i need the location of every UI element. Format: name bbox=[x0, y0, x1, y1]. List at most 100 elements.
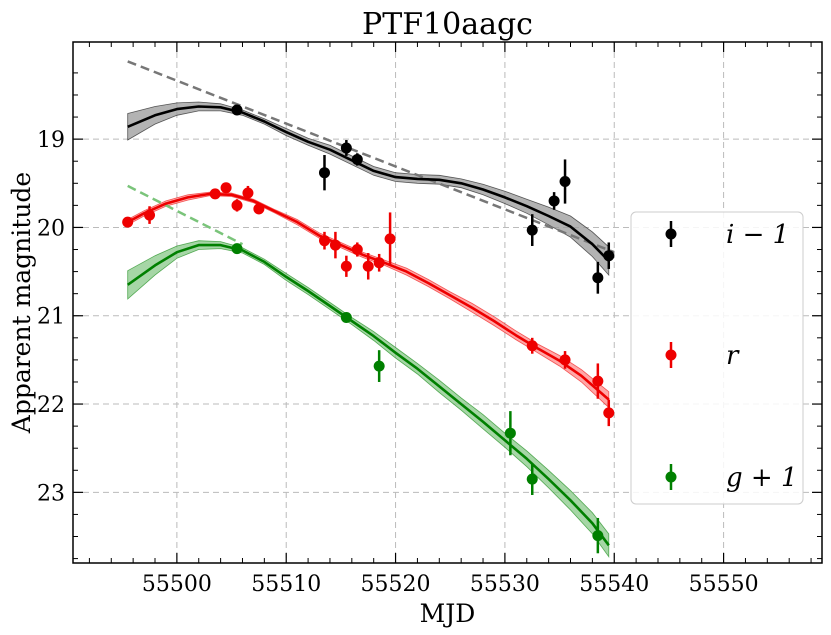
y-tick-label: 19 bbox=[37, 128, 65, 153]
data-point-i-1 bbox=[351, 153, 363, 166]
data-point-g-1 bbox=[526, 463, 538, 496]
marker bbox=[209, 188, 221, 200]
marker bbox=[351, 153, 363, 165]
data-point-g-1 bbox=[231, 243, 243, 255]
marker bbox=[253, 203, 265, 215]
marker bbox=[340, 142, 352, 154]
marker bbox=[318, 167, 330, 179]
data-point-g-1 bbox=[592, 517, 604, 554]
marker bbox=[231, 243, 243, 255]
fit-curves bbox=[126, 105, 610, 547]
marker bbox=[373, 257, 385, 269]
legend-entry-i-1: i − 1 bbox=[665, 220, 789, 250]
data-point-r bbox=[373, 253, 385, 272]
marker bbox=[384, 233, 396, 245]
marker bbox=[373, 360, 385, 372]
data-point-r bbox=[318, 231, 330, 250]
data-point-i-1 bbox=[559, 159, 571, 204]
legend-label: i − 1 bbox=[726, 220, 789, 250]
data-point-r bbox=[351, 242, 363, 257]
marker bbox=[526, 473, 538, 485]
data-point-r bbox=[559, 351, 571, 369]
marker bbox=[504, 427, 516, 439]
marker bbox=[122, 216, 134, 228]
fit-curve-r bbox=[127, 192, 610, 401]
x-tick-label: 55530 bbox=[470, 572, 540, 597]
data-point-r bbox=[209, 188, 221, 200]
data-point-i-1 bbox=[548, 192, 560, 210]
data-point-g-1 bbox=[373, 350, 385, 382]
band-r bbox=[127, 191, 610, 409]
marker bbox=[592, 530, 604, 542]
data-point-g-1 bbox=[504, 411, 516, 456]
marker bbox=[559, 354, 571, 366]
y-tick-label: 22 bbox=[37, 393, 65, 418]
x-tick-label: 55510 bbox=[251, 572, 321, 597]
x-tick-label: 55540 bbox=[579, 572, 649, 597]
data-point-r bbox=[231, 199, 243, 212]
chart-title: PTF10aagc bbox=[362, 7, 533, 42]
fit-curve-i-1 bbox=[127, 105, 610, 262]
marker bbox=[548, 195, 560, 207]
plot-frame bbox=[72, 41, 823, 564]
fit-curve-g-1 bbox=[126, 243, 610, 547]
x-tick-label: 55550 bbox=[689, 572, 759, 597]
marker bbox=[592, 272, 604, 284]
dashed-line-i-1 bbox=[127, 60, 615, 254]
data-point-i-1 bbox=[318, 155, 330, 191]
legend-label: g + 1 bbox=[726, 463, 798, 493]
marker bbox=[362, 260, 374, 272]
marker bbox=[340, 312, 352, 324]
band-g-1 bbox=[127, 240, 610, 559]
marker bbox=[340, 260, 352, 272]
data-point-i-1 bbox=[603, 242, 615, 269]
data-point-r bbox=[144, 206, 156, 224]
x-tick-label: 55520 bbox=[361, 572, 431, 597]
marker bbox=[231, 199, 243, 211]
data-point-i-1 bbox=[231, 104, 243, 116]
legend: i − 1 r g + 1 bbox=[630, 211, 804, 505]
y-axis-label: Apparent magnitude bbox=[7, 172, 36, 434]
y-tick-label: 21 bbox=[37, 305, 65, 330]
legend-box bbox=[630, 211, 804, 505]
data-point-r bbox=[526, 337, 538, 354]
data-point-r bbox=[340, 255, 352, 277]
x-tick-label: 55500 bbox=[142, 572, 212, 597]
marker bbox=[220, 182, 232, 194]
data-point-r bbox=[329, 231, 341, 259]
data-point-r bbox=[384, 212, 396, 266]
marker bbox=[351, 244, 363, 256]
legend-entry-r: r bbox=[665, 341, 740, 371]
marker bbox=[559, 176, 571, 188]
legend-marker bbox=[665, 471, 677, 483]
marker bbox=[329, 239, 341, 251]
data-point-i-1 bbox=[340, 140, 352, 156]
axis-ticks: 55500 55510 55520 55530 55540 55550 19 20 21 22 23 bbox=[37, 42, 822, 597]
x-axis-label: MJD bbox=[420, 599, 476, 628]
marker bbox=[603, 250, 615, 262]
data-point-g-1 bbox=[340, 312, 352, 324]
dashed-line-g-1 bbox=[127, 184, 244, 246]
marker bbox=[603, 407, 615, 419]
data-point-r bbox=[122, 216, 134, 228]
data-point-r bbox=[220, 182, 232, 194]
data-point-r bbox=[592, 363, 604, 399]
grid bbox=[73, 42, 822, 563]
data-point-r bbox=[253, 203, 265, 215]
y-tick-label: 20 bbox=[37, 216, 65, 241]
marker bbox=[318, 235, 330, 247]
data-point-r bbox=[242, 185, 254, 201]
marker bbox=[592, 375, 604, 387]
legend-marker bbox=[665, 228, 677, 240]
data-point-r bbox=[603, 399, 615, 427]
reference-dashed-lines bbox=[127, 60, 615, 254]
data-point-i-1 bbox=[592, 261, 604, 294]
marker bbox=[242, 187, 254, 199]
marker bbox=[526, 224, 538, 236]
y-tick-label: 23 bbox=[37, 481, 65, 506]
data-point-i-1 bbox=[526, 214, 538, 246]
marker bbox=[144, 209, 156, 221]
marker bbox=[526, 340, 538, 352]
band-i-1 bbox=[127, 101, 610, 277]
